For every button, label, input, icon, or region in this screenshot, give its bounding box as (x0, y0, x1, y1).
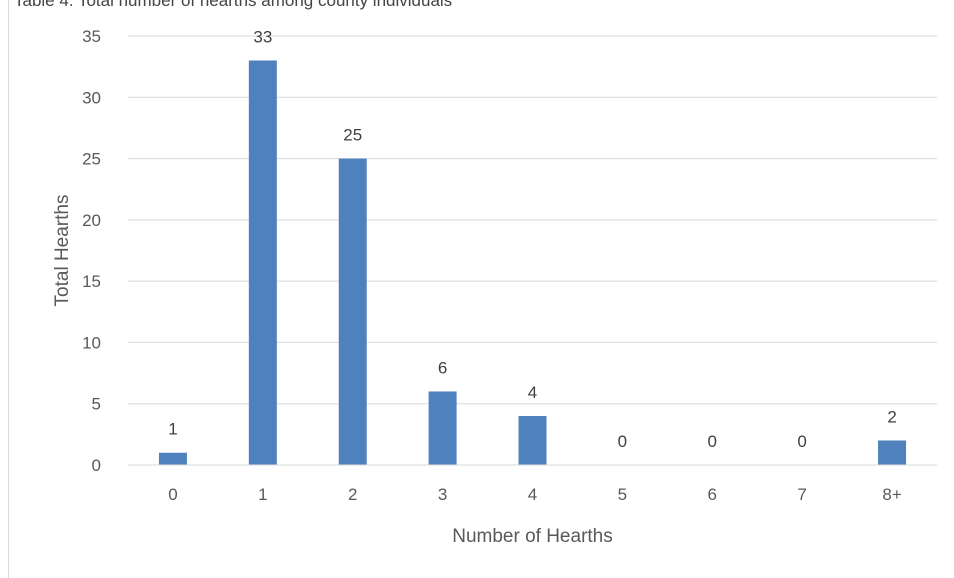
chart-frame (8, 0, 954, 578)
bar-2 (338, 158, 367, 466)
data-label-8+: 2 (887, 407, 896, 426)
y-axis-title: Total Hearths (52, 195, 73, 307)
y-tick-label: 15 (82, 272, 101, 291)
data-label-0: 1 (168, 420, 177, 439)
x-axis-title: Number of Hearths (452, 526, 613, 547)
bar-3 (428, 391, 457, 465)
y-axis-ticks: 0 5 10 15 20 25 30 35 (82, 27, 101, 475)
bar-0 (158, 452, 187, 465)
x-tick-label: 5 (618, 485, 627, 504)
data-label-2: 25 (343, 126, 362, 145)
y-tick-label: 35 (82, 27, 101, 46)
chart-title: Table 4. Total number of hearths among c… (14, 0, 453, 10)
data-label-5: 0 (618, 432, 627, 451)
data-label-1: 33 (253, 28, 272, 47)
bars (158, 60, 907, 466)
x-tick-label: 3 (438, 485, 447, 504)
data-label-6: 0 (708, 432, 717, 451)
y-tick-label: 5 (92, 395, 101, 414)
x-tick-label: 8+ (882, 485, 901, 504)
x-tick-label: 4 (528, 485, 537, 504)
bar-8+ (878, 440, 907, 465)
bar-4 (518, 415, 547, 465)
x-tick-label: 2 (348, 485, 357, 504)
data-label-7: 0 (797, 432, 806, 451)
data-label-4: 4 (528, 383, 537, 402)
x-tick-label: 7 (797, 485, 806, 504)
y-tick-label: 0 (92, 456, 101, 475)
data-label-3: 6 (438, 358, 447, 377)
bar-1 (248, 60, 277, 466)
x-tick-label: 1 (258, 485, 267, 504)
x-tick-label: 6 (708, 485, 717, 504)
gridlines (128, 35, 937, 405)
y-tick-label: 20 (82, 211, 101, 230)
x-axis-ticks: 0 1 2 3 4 5 6 7 8+ (168, 485, 902, 504)
x-tick-label: 0 (168, 485, 177, 504)
y-tick-label: 10 (82, 333, 101, 352)
y-tick-label: 30 (82, 88, 101, 107)
data-labels: 1 33 25 6 4 0 0 0 2 (168, 28, 897, 451)
y-tick-label: 25 (82, 150, 101, 169)
